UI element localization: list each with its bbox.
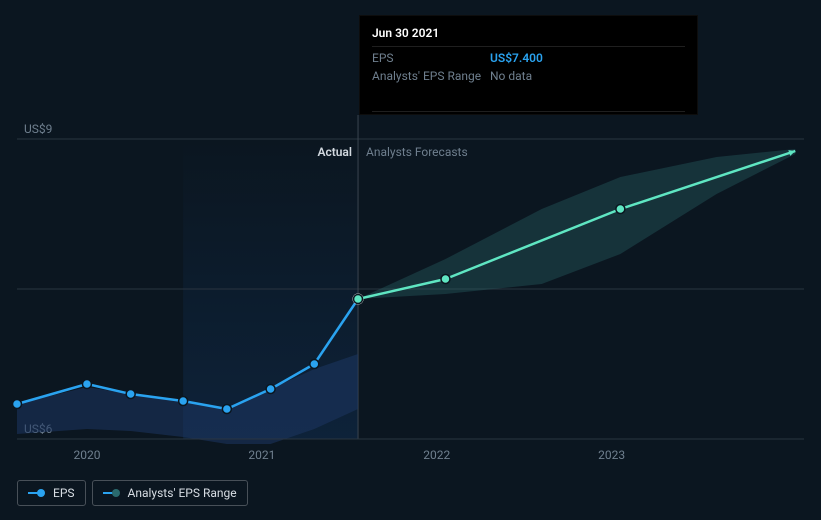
tooltip-label: EPS bbox=[372, 51, 490, 65]
eps-forecast-chart: Jun 30 2021 EPS US$7.400 Analysts' EPS R… bbox=[0, 0, 821, 520]
x-axis-tick: 2023 bbox=[598, 448, 625, 462]
tooltip-date: Jun 30 2021 bbox=[372, 26, 685, 47]
chart-legend: EPS Analysts' EPS Range bbox=[17, 480, 248, 506]
tooltip-value: No data bbox=[490, 69, 532, 83]
tooltip-divider bbox=[372, 111, 685, 112]
x-axis-tick: 2022 bbox=[423, 448, 450, 462]
x-axis-tick: 2020 bbox=[73, 448, 100, 462]
tooltip-value: US$7.400 bbox=[490, 51, 543, 65]
tooltip-row: EPS US$7.400 bbox=[372, 51, 685, 65]
legend-swatch-icon bbox=[103, 489, 120, 497]
tooltip-label: Analysts' EPS Range bbox=[372, 69, 490, 83]
y-axis-label: US$9 bbox=[24, 122, 52, 136]
legend-item-eps[interactable]: EPS bbox=[17, 480, 86, 506]
legend-label: EPS bbox=[53, 486, 75, 500]
tooltip-row: Analysts' EPS Range No data bbox=[372, 69, 685, 83]
chart-plot[interactable] bbox=[17, 139, 804, 439]
legend-item-analysts-range[interactable]: Analysts' EPS Range bbox=[92, 480, 248, 506]
x-axis-tick: 2021 bbox=[248, 448, 275, 462]
chart-tooltip: Jun 30 2021 EPS US$7.400 Analysts' EPS R… bbox=[359, 15, 698, 115]
legend-swatch-icon bbox=[28, 489, 45, 497]
legend-label: Analysts' EPS Range bbox=[128, 486, 237, 500]
